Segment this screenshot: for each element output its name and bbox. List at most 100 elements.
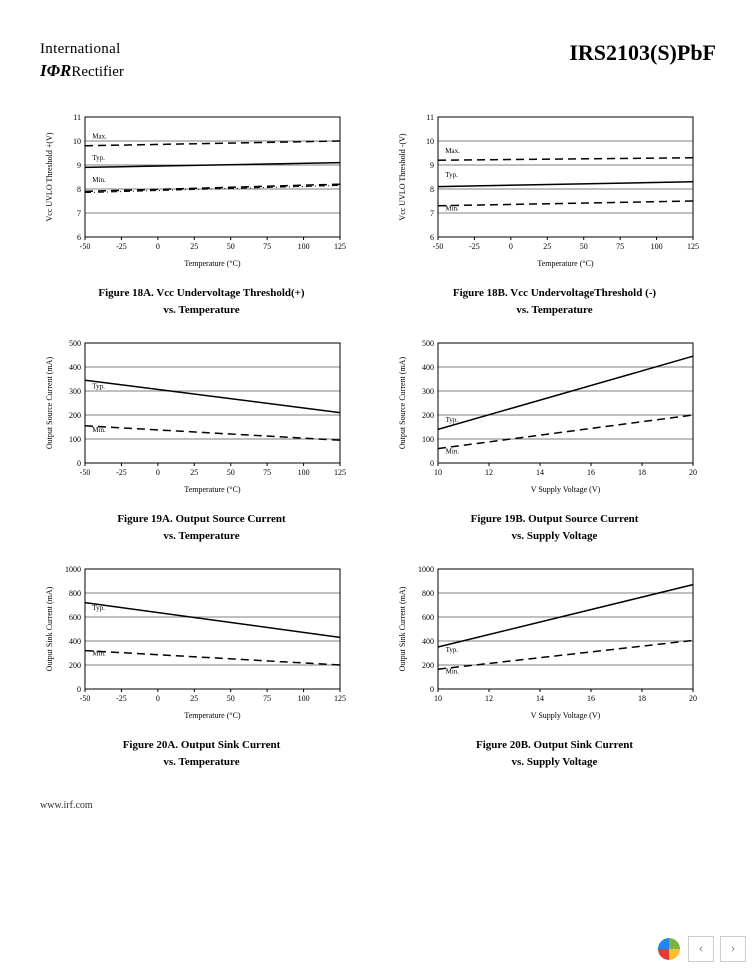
svg-text:Max.: Max. — [92, 133, 107, 141]
page: International IΦRRectifier IRS2103(S)PbF… — [0, 0, 756, 831]
svg-text:11: 11 — [426, 113, 434, 122]
svg-text:Min.: Min. — [445, 205, 459, 213]
chart-20A: 02004006008001000-50-250255075100125Temp… — [40, 559, 363, 770]
caption-18A: Figure 18A. Vcc Undervoltage Threshold(+… — [40, 285, 363, 318]
svg-text:100: 100 — [298, 242, 310, 251]
svg-text:125: 125 — [334, 242, 346, 251]
chart-svg-18A: 67891011-50-250255075100125Temperature (… — [40, 107, 350, 272]
charts-grid: 67891011-50-250255075100125Temperature (… — [40, 107, 716, 770]
svg-text:75: 75 — [263, 694, 271, 703]
svg-text:-50: -50 — [80, 694, 91, 703]
svg-text:-25: -25 — [116, 242, 127, 251]
svg-text:0: 0 — [430, 685, 434, 694]
svg-text:14: 14 — [536, 694, 544, 703]
svg-text:Temperature (°C): Temperature (°C) — [184, 259, 241, 268]
svg-text:Output Sink Current (mA): Output Sink Current (mA) — [398, 586, 407, 671]
svg-text:Temperature (°C): Temperature (°C) — [184, 485, 241, 494]
chart-19B: 0100200300400500101214161820V Supply Vol… — [393, 333, 716, 544]
svg-text:0: 0 — [509, 242, 513, 251]
svg-text:125: 125 — [334, 694, 346, 703]
chart-svg-20B: 02004006008001000101214161820V Supply Vo… — [393, 559, 703, 724]
svg-text:500: 500 — [422, 339, 434, 348]
svg-text:50: 50 — [227, 694, 235, 703]
svg-text:50: 50 — [580, 242, 588, 251]
chart-svg-20A: 02004006008001000-50-250255075100125Temp… — [40, 559, 350, 724]
svg-text:-25: -25 — [116, 694, 127, 703]
pinwheel-icon — [656, 936, 682, 962]
svg-text:600: 600 — [422, 613, 434, 622]
footer-url: www.irf.com — [40, 800, 716, 811]
svg-text:10: 10 — [73, 137, 81, 146]
nav-next-button[interactable]: › — [720, 936, 746, 962]
svg-text:9: 9 — [77, 161, 81, 170]
svg-text:800: 800 — [69, 589, 81, 598]
svg-text:-25: -25 — [469, 242, 480, 251]
svg-text:-25: -25 — [116, 468, 127, 477]
svg-text:800: 800 — [422, 589, 434, 598]
svg-text:200: 200 — [422, 411, 434, 420]
svg-text:7: 7 — [430, 209, 434, 218]
svg-text:Vcc UVLO Threshold -(V): Vcc UVLO Threshold -(V) — [398, 133, 407, 220]
nav-prev-button[interactable]: ‹ — [688, 936, 714, 962]
svg-text:7: 7 — [77, 209, 81, 218]
svg-text:18: 18 — [638, 468, 646, 477]
svg-text:200: 200 — [69, 661, 81, 670]
svg-text:6: 6 — [430, 233, 434, 242]
svg-text:400: 400 — [422, 363, 434, 372]
svg-text:0: 0 — [430, 459, 434, 468]
svg-text:0: 0 — [77, 459, 81, 468]
svg-text:500: 500 — [69, 339, 81, 348]
svg-text:75: 75 — [263, 468, 271, 477]
svg-text:0: 0 — [156, 694, 160, 703]
svg-text:400: 400 — [69, 637, 81, 646]
caption-20B: Figure 20B. Output Sink Currentvs. Suppl… — [393, 737, 716, 770]
svg-text:100: 100 — [422, 435, 434, 444]
svg-text:Temperature (°C): Temperature (°C) — [184, 711, 241, 720]
svg-text:Min.: Min. — [446, 667, 460, 675]
header: International IΦRRectifier IRS2103(S)PbF — [40, 40, 716, 82]
svg-text:50: 50 — [227, 468, 235, 477]
svg-text:V Supply Voltage (V): V Supply Voltage (V) — [531, 711, 601, 720]
svg-text:100: 100 — [69, 435, 81, 444]
chart-20B: 02004006008001000101214161820V Supply Vo… — [393, 559, 716, 770]
chart-18B: 67891011-50-250255075100125Temperature (… — [393, 107, 716, 318]
svg-text:10: 10 — [434, 468, 442, 477]
chart-19A: 0100200300400500-50-250255075100125Tempe… — [40, 333, 363, 544]
svg-text:18: 18 — [638, 694, 646, 703]
svg-text:Min.: Min. — [446, 447, 460, 455]
svg-text:300: 300 — [69, 387, 81, 396]
svg-text:0: 0 — [156, 242, 160, 251]
svg-text:6: 6 — [77, 233, 81, 242]
svg-text:125: 125 — [687, 242, 699, 251]
caption-19B: Figure 19B. Output Source Currentvs. Sup… — [393, 511, 716, 544]
svg-text:16: 16 — [587, 468, 595, 477]
logo-ir: IΦR — [40, 61, 71, 80]
svg-text:Max.: Max. — [445, 147, 460, 155]
svg-text:75: 75 — [616, 242, 624, 251]
svg-text:125: 125 — [334, 468, 346, 477]
chart-svg-18B: 67891011-50-250255075100125Temperature (… — [393, 107, 703, 272]
svg-text:Min.: Min. — [92, 426, 106, 434]
svg-text:8: 8 — [77, 185, 81, 194]
svg-text:9: 9 — [430, 161, 434, 170]
svg-text:Output Sink Current (mA): Output Sink Current (mA) — [45, 586, 54, 671]
svg-text:Output Source Current (mA): Output Source Current (mA) — [45, 357, 54, 450]
svg-text:1000: 1000 — [418, 565, 434, 574]
svg-text:0: 0 — [77, 685, 81, 694]
part-number: IRS2103(S)PbF — [569, 40, 716, 66]
chart-18A: 67891011-50-250255075100125Temperature (… — [40, 107, 363, 318]
svg-text:11: 11 — [73, 113, 81, 122]
svg-text:25: 25 — [543, 242, 551, 251]
svg-text:1000: 1000 — [65, 565, 81, 574]
svg-text:100: 100 — [298, 694, 310, 703]
svg-text:Temperature (°C): Temperature (°C) — [537, 259, 594, 268]
svg-text:10: 10 — [434, 694, 442, 703]
logo-bottom: IΦRRectifier — [40, 60, 124, 83]
caption-18B: Figure 18B. Vcc UndervoltageThreshold (-… — [393, 285, 716, 318]
caption-19A: Figure 19A. Output Source Currentvs. Tem… — [40, 511, 363, 544]
svg-text:50: 50 — [227, 242, 235, 251]
svg-text:V Supply Voltage (V): V Supply Voltage (V) — [531, 485, 601, 494]
svg-text:Typ.: Typ. — [446, 646, 459, 654]
svg-text:600: 600 — [69, 613, 81, 622]
svg-text:200: 200 — [69, 411, 81, 420]
